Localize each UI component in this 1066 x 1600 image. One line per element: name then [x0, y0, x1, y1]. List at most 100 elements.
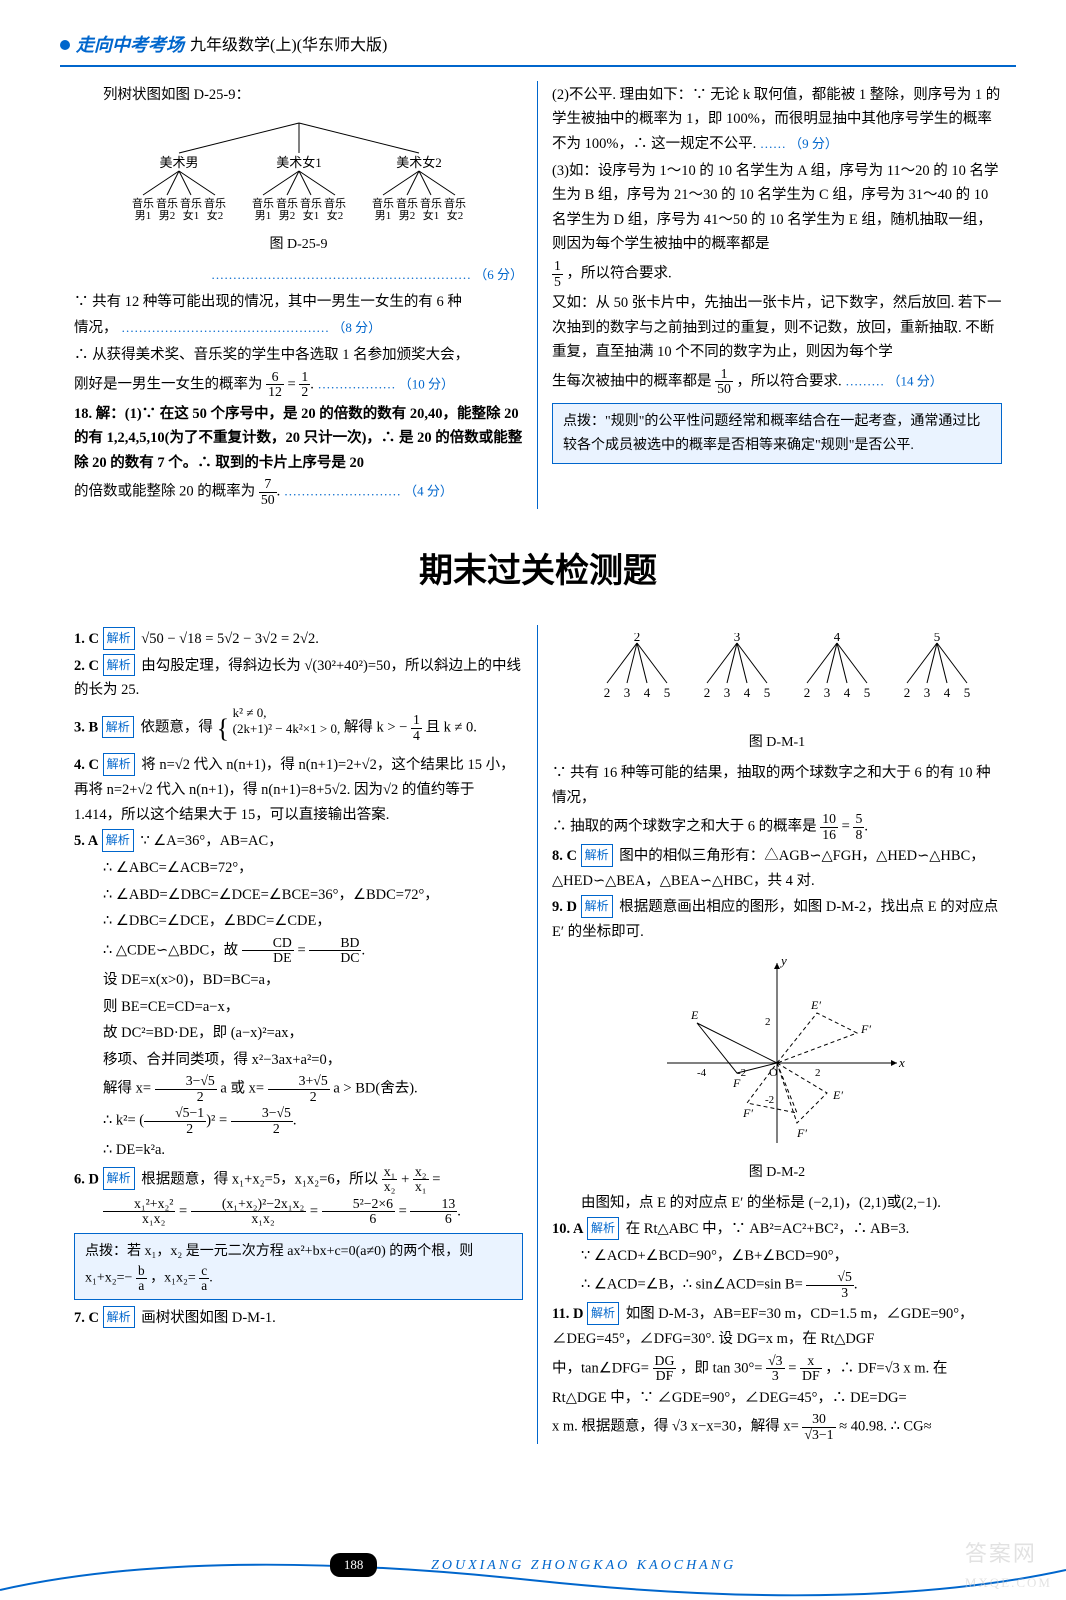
svg-text:5: 5 [934, 633, 941, 644]
svg-text:-4: -4 [697, 1067, 707, 1079]
q5-l4: ∴ ∠DBC=∠DCE，∠BDC=∠CDE， [74, 909, 523, 934]
lower-columns: 1. C 解析 √50 − √18 = 5√2 − 3√2 = 2√2. 2. … [60, 625, 1016, 1444]
q2: 2. C 解析 由勾股定理，得斜边长为 √(30²+40²)=50，所以斜边上的… [74, 654, 523, 703]
svg-text:女2: 女2 [206, 208, 223, 222]
header-sub: 九年级数学(上)(华东师大版) [190, 32, 387, 59]
page-number: 188 [330, 1553, 378, 1577]
q5-l9: 移项、合并同类项，得 x²−3ax+a²=0， [74, 1048, 523, 1073]
intro-text: 列树状图如图 D-25-9： [74, 83, 523, 108]
lr-t2: ∴ 抽取的两个球数字之和大于 6 的概率是 1016 = 58. [552, 812, 1002, 842]
line1b: 情况， ………………………………………… （8 分） [74, 316, 523, 341]
svg-text:美术男: 美术男 [159, 155, 198, 170]
header-brand: 走向中考考场 [76, 30, 184, 61]
score6: …………………………………………………… （6 分） [74, 263, 523, 288]
svg-text:5: 5 [764, 685, 771, 700]
q10-l2: ∵ ∠ACD+∠BCD=90°，∠B+∠BCD=90°， [552, 1244, 1002, 1269]
q6-head: 6. D 解析 根据题意，得 x₁+x₂=5，x₁x₂=6，所以 x₁x₂ + … [74, 1165, 523, 1195]
tree-dm1-caption: 图 D-M-1 [552, 731, 1002, 755]
svg-text:音乐: 音乐 [420, 196, 442, 210]
q5-l6: 设 DE=x(x>0)，BD=BC=a， [74, 968, 523, 993]
svg-text:男2: 男2 [158, 210, 175, 222]
q5-l5: ∴ △CDE∽△BDC，故 CDDE = BDDC. [74, 936, 523, 966]
q9-concl: 由图知，点 E 的对应点 E′ 的坐标是 (−2,1)，(2,1)或(2,−1)… [552, 1191, 1002, 1216]
tree-dm1: 2345 2345 2345 2345 2345 [552, 633, 1002, 723]
svg-text:女2: 女2 [446, 208, 463, 222]
q11-l2: 中，tan∠DFG= DGDF ，即 tan 30°= √33 = xDF ，∴… [552, 1354, 1002, 1384]
svg-text:女1: 女1 [422, 208, 439, 222]
svg-text:音乐: 音乐 [324, 196, 346, 210]
svg-text:2: 2 [804, 685, 811, 700]
svg-text:音乐: 音乐 [444, 196, 466, 210]
q7: 7. C 解析 画树状图如图 D-M-1. [74, 1306, 523, 1331]
svg-text:音乐: 音乐 [396, 196, 418, 210]
fig-dm2-caption: 图 D-M-2 [552, 1161, 1002, 1185]
svg-text:4: 4 [744, 685, 751, 700]
q6-l2: x₁²+x₂²x₁x₂ = (x₁+x₂)²−2x₁x₂x₁x₂ = 5²−2×… [74, 1197, 523, 1227]
svg-text:2: 2 [634, 633, 641, 644]
tree-caption: 图 D-25-9 [74, 233, 523, 257]
svg-text:女1: 女1 [182, 208, 199, 222]
svg-text:5: 5 [864, 685, 871, 700]
q5-l7: 则 BE=CE=CD=a−x， [74, 995, 523, 1020]
watermark: 答案网 MXQE.COM [965, 1535, 1052, 1594]
q8: 8. C 解析 图中的相似三角形有：△AGB∽△FGH，△HED∽△HBC，△H… [552, 844, 1002, 893]
svg-text:4: 4 [834, 633, 841, 644]
svg-text:3: 3 [724, 685, 731, 700]
svg-text:F′: F′ [860, 1022, 871, 1036]
svg-text:3: 3 [734, 633, 741, 644]
line3: 刚好是一男生一女生的概率为 612 = 12. ……………… （10 分） [74, 370, 523, 400]
svg-text:2: 2 [604, 685, 611, 700]
section-title: 期末过关检测题 [60, 543, 1016, 601]
svg-text:音乐: 音乐 [132, 196, 154, 210]
tree-d259: 美术男 美术女1 美术女2 音乐男1 音乐男2 音乐女1 音乐女2 音乐男1 [74, 115, 523, 225]
lower-right-col: 2345 2345 2345 2345 2345 图 D-M-1 ∵ 共有 16… [538, 625, 1016, 1444]
svg-text:E′: E′ [810, 998, 821, 1012]
svg-text:2: 2 [815, 1067, 821, 1079]
svg-text:音乐: 音乐 [156, 196, 178, 210]
svg-text:音乐: 音乐 [300, 196, 322, 210]
svg-text:x: x [898, 1055, 905, 1070]
q4: 4. C 解析 将 n=√2 代入 n(n+1)，得 n(n+1)=2+√2，这… [74, 753, 523, 827]
footer-pinyin: ZOUXIANG ZHONGKAO KAOCHANG [431, 1558, 736, 1573]
q1: 1. C 解析 √50 − √18 = 5√2 − 3√2 = 2√2. [74, 627, 523, 652]
svg-text:2: 2 [765, 1016, 771, 1028]
svg-text:音乐: 音乐 [180, 196, 202, 210]
svg-text:-2: -2 [765, 1094, 774, 1106]
svg-text:女2: 女2 [326, 208, 343, 222]
svg-text:F′: F′ [796, 1126, 807, 1140]
svg-text:3: 3 [924, 685, 931, 700]
svg-text:美术女1: 美术女1 [276, 155, 322, 170]
svg-text:男1: 男1 [374, 210, 391, 222]
lower-left-col: 1. C 解析 √50 − √18 = 5√2 − 3√2 = 2√2. 2. … [60, 625, 538, 1444]
ur-p3b: 生每次被抽中的概率都是 150 ，所以符合要求. ……… （14 分） [552, 367, 1002, 397]
svg-text:男1: 男1 [134, 210, 151, 222]
ur-p1: (2)不公平. 理由如下：∵ 无论 k 取何值，都能被 1 整除，则序号为 1 … [552, 83, 1002, 157]
lr-t1: ∵ 共有 16 种等可能的结果，抽取的两个球数字之和大于 6 的有 10 种情况… [552, 761, 1002, 810]
tip-box-upper: 点拨："规则"的公平性问题经常和概率结合在一起考查，通常通过比较各个成员被选中的… [552, 403, 1002, 465]
q5-head: 5. A 解析 ∵ ∠A=36°，AB=AC， [74, 829, 523, 854]
svg-text:E: E [690, 1008, 699, 1022]
q3: 3. B 解析 依题意，得 { k² ≠ 0, (2k+1)² − 4k²×1 … [74, 705, 523, 751]
svg-text:音乐: 音乐 [276, 196, 298, 210]
line1a: ∵ 共有 12 种等可能出现的情况，其中一男生一女生的有 6 种 [74, 290, 523, 315]
fig-dm2: x y O EF E′F′ F′F′E′ [552, 953, 1002, 1153]
q5-l2: ∴ ∠ABC=∠ACB=72°， [74, 856, 523, 881]
upper-right-col: (2)不公平. 理由如下：∵ 无论 k 取何值，都能被 1 整除，则序号为 1 … [538, 81, 1016, 510]
q5-l12: ∴ DE=k²a. [74, 1138, 523, 1163]
svg-text:-2: -2 [737, 1067, 746, 1079]
tree-svg: 美术男 美术女1 美术女2 音乐男1 音乐男2 音乐女1 音乐女2 音乐男1 [109, 115, 489, 225]
line2: ∴ 从获得美术奖、音乐奖的学生中各选取 1 名参加颁奖大会， [74, 343, 523, 368]
q5-l11: ∴ k²= (√5−12)² = 3−√52. [74, 1106, 523, 1136]
ur-p2b: 15 ，所以符合要求. [552, 259, 1002, 289]
svg-text:女1: 女1 [302, 208, 319, 222]
svg-text:3: 3 [824, 685, 831, 700]
upper-columns: 列树状图如图 D-25-9： 美术男 美术女1 美术女2 音乐男1 [60, 81, 1016, 510]
q5-l8: 故 DC²=BD·DE，即 (a−x)²=ax， [74, 1021, 523, 1046]
svg-text:音乐: 音乐 [372, 196, 394, 210]
svg-text:5: 5 [964, 685, 971, 700]
svg-text:音乐: 音乐 [252, 196, 274, 210]
svg-text:2: 2 [904, 685, 911, 700]
svg-text:5: 5 [664, 685, 671, 700]
q9: 9. D 解析 根据题意画出相应的图形，如图 D-M-2，找出点 E 的对应点 … [552, 895, 1002, 944]
svg-text:3: 3 [624, 685, 631, 700]
